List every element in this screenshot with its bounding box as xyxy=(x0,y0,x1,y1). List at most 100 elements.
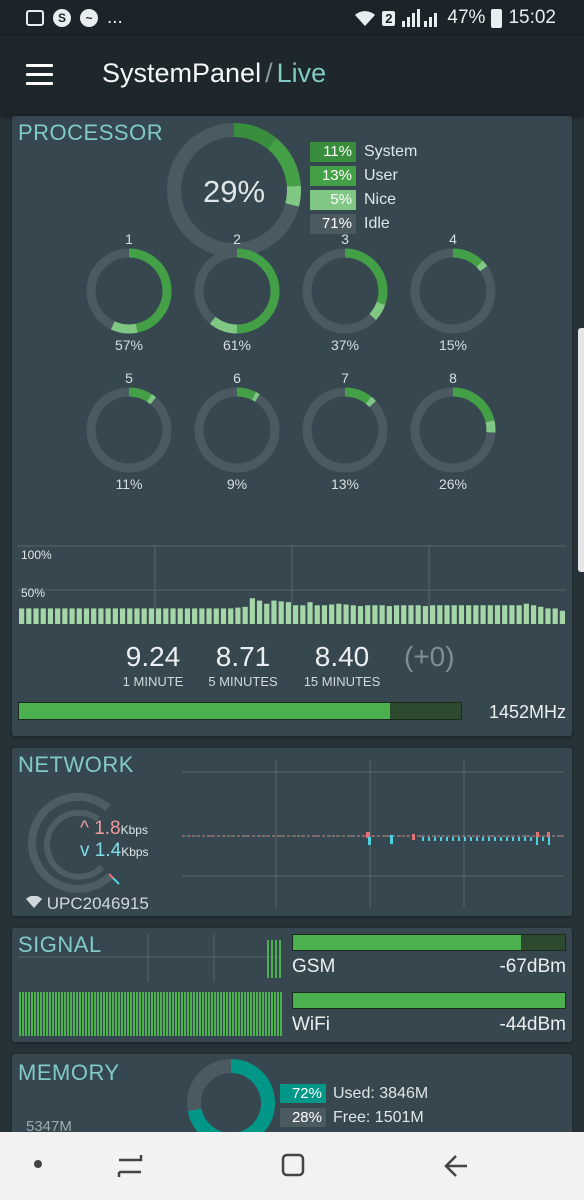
core-1-label: 1 xyxy=(125,231,133,247)
history-bar xyxy=(119,608,126,624)
core-6-label: 6 xyxy=(233,370,241,386)
history-bar xyxy=(336,603,342,624)
core-3-label: 3 xyxy=(341,231,349,247)
wifi-history-bar xyxy=(97,992,99,1036)
wifi-history-bar xyxy=(166,992,168,1036)
wifi-history-bar xyxy=(70,992,72,1036)
history-bar xyxy=(350,605,356,624)
status-bar: S ~ ... 2 47% 15:02 xyxy=(0,0,584,36)
core-user-arc xyxy=(128,387,152,402)
wifi-history-bar xyxy=(139,992,141,1036)
wifi-history-bar xyxy=(214,992,216,1036)
wifi-history-bar xyxy=(73,992,75,1036)
wifi-history-bar xyxy=(199,992,201,1036)
history-bar xyxy=(502,605,508,624)
core-8-donut xyxy=(410,387,496,473)
wifi-history-bar xyxy=(196,992,198,1036)
legend-value: 13% xyxy=(310,166,356,186)
wifi-history-bar xyxy=(247,992,249,1036)
history-bar xyxy=(69,608,75,624)
core-8-value: 26% xyxy=(438,476,468,492)
wifi-history-bar xyxy=(253,992,255,1036)
load-5min-label: 5 MINUTES xyxy=(208,674,278,689)
core-4-donut xyxy=(410,248,496,334)
wifi-history-bar xyxy=(130,992,132,1036)
history-bar xyxy=(321,605,328,624)
core-nice-arc xyxy=(476,260,488,272)
wifi-history-bar xyxy=(31,992,33,1036)
wifi-history-bar xyxy=(121,992,123,1036)
recent-apps-icon[interactable] xyxy=(116,1152,144,1180)
wifi-history-bar xyxy=(169,992,171,1036)
processor-card[interactable]: PROCESSOR 29% 11% System 13% User 5% Nic… xyxy=(12,116,572,736)
history-bar xyxy=(112,608,118,624)
core-nice-arc xyxy=(110,321,138,334)
memory-used: 72% Used: 3846M xyxy=(280,1084,428,1103)
history-bar xyxy=(437,605,443,624)
wifi-history-bar xyxy=(187,992,189,1036)
signal-bars-icon xyxy=(402,9,438,27)
signal-card[interactable]: SIGNAL GSM -67dBm WiFi -44dBm xyxy=(12,928,572,1042)
core-4-value: 15% xyxy=(438,337,468,353)
wifi-history-bar xyxy=(79,992,81,1036)
back-icon[interactable] xyxy=(442,1152,470,1180)
wifi-history-bar xyxy=(193,992,195,1036)
history-bar xyxy=(343,604,349,624)
app-subtitle: Live xyxy=(276,58,327,88)
wifi-history-bar xyxy=(274,992,276,1036)
wifi-history-bar xyxy=(112,992,114,1036)
history-bar xyxy=(307,602,313,624)
history-bar xyxy=(264,603,270,624)
network-card[interactable]: NETWORK ^ 1.8Kbps v 1.4Kbps UPC2046915 xyxy=(12,748,572,916)
wifi-history-bar xyxy=(172,992,174,1036)
memory-title: MEMORY xyxy=(18,1060,120,1085)
menu-icon[interactable] xyxy=(26,64,53,86)
core-6-donut xyxy=(194,387,280,473)
history-bar xyxy=(480,605,486,624)
wifi-history-bar xyxy=(49,992,51,1036)
nav-dot-icon[interactable] xyxy=(34,1160,42,1168)
signal-title: SIGNAL xyxy=(18,932,102,957)
wifi-history-bar xyxy=(208,992,210,1036)
gsm-value: -67dBm xyxy=(499,956,566,977)
cpu-total-value: 29% xyxy=(203,174,265,209)
history-bar xyxy=(365,605,371,624)
wifi-history-bar xyxy=(43,992,45,1036)
app-bar: SystemPanel / Live xyxy=(0,36,584,114)
scrollbar[interactable] xyxy=(578,328,584,572)
history-bar xyxy=(509,605,515,624)
notification-icons: S ~ ... xyxy=(26,7,123,29)
legend-nice: 5% Nice xyxy=(310,190,396,210)
load-1min-label: 1 MINUTE xyxy=(122,674,184,689)
battery-icon xyxy=(491,8,503,28)
gsm-signal-bar xyxy=(292,934,566,951)
history-bar xyxy=(552,608,558,624)
wifi-history-bar xyxy=(67,992,69,1036)
signal-history-chart xyxy=(18,934,282,1036)
history-bar xyxy=(545,608,551,624)
wifi-icon xyxy=(355,11,376,26)
history-bar xyxy=(278,601,284,624)
memory-card[interactable]: MEMORY 5347M 72% Used: 3846M 28% Free: 1… xyxy=(12,1054,572,1144)
history-bar xyxy=(271,600,277,624)
history-bar xyxy=(444,605,450,624)
wifi-history-bar xyxy=(64,992,66,1036)
load-15min: 8.40 xyxy=(314,641,370,672)
wifi-history-bar xyxy=(127,992,129,1036)
core-user-arc xyxy=(344,248,388,305)
history-bar xyxy=(177,608,183,624)
wifi-history-bar xyxy=(244,992,246,1036)
history-bar xyxy=(170,608,176,624)
wifi-history-bar xyxy=(268,992,270,1036)
core-5-donut xyxy=(86,387,172,473)
history-bar xyxy=(401,605,407,624)
wifi-history-bar xyxy=(100,992,102,1036)
title-separator: / xyxy=(265,58,273,88)
history-bar xyxy=(408,605,414,624)
wifi-history-bar xyxy=(217,992,219,1036)
home-icon[interactable] xyxy=(280,1152,306,1178)
history-bar xyxy=(487,605,493,624)
navigation-bar xyxy=(0,1132,584,1200)
legend-value: 11% xyxy=(310,142,356,162)
cpu-frequency: 1452MHz xyxy=(488,702,566,722)
